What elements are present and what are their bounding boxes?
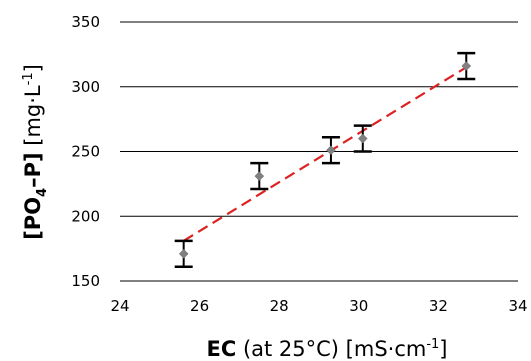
trendline [183, 66, 467, 242]
x-tick-28: 28 [270, 297, 289, 315]
x-tick-34: 34 [508, 297, 527, 315]
y-axis-label-bold2: –P] [21, 152, 45, 188]
y-tick-200: 200 [71, 207, 100, 225]
errorbars-group [174, 51, 476, 269]
x-axis-label: EC (at 25°C) [mS·cm-1] [207, 337, 448, 361]
y-tick-labels: 150 200 250 300 350 [71, 13, 100, 290]
y-tick-350: 350 [71, 13, 100, 31]
y-axis-label: [PO4–P] [mg·L-1] [21, 64, 50, 240]
y-tick-250: 250 [71, 143, 100, 161]
data-point-4 [357, 133, 368, 144]
x-tick-32: 32 [429, 297, 448, 315]
y-tick-150: 150 [71, 272, 100, 290]
data-point-3 [326, 145, 336, 156]
x-tick-labels: 24 26 28 30 32 34 [110, 297, 527, 315]
x-tick-26: 26 [190, 297, 209, 315]
data-point-2 [254, 171, 265, 181]
x-tick-24: 24 [110, 297, 129, 315]
gridlines [120, 21, 518, 282]
y-axis-label-text: [mg·L [21, 85, 45, 152]
points-group [178, 61, 472, 259]
y-axis-label-close: ] [21, 64, 45, 72]
data-point-5 [461, 61, 472, 71]
trendline-group [183, 66, 467, 242]
y-axis-label-bold: [PO [21, 197, 45, 240]
x-axis-label-text: (at 25°C) [mS·cm [236, 337, 426, 361]
y-axis-label-sub: 4 [35, 188, 50, 197]
y-tick-300: 300 [71, 78, 100, 96]
x-tick-30: 30 [349, 297, 368, 315]
x-axis-label-sup: -1 [426, 337, 439, 352]
x-axis-label-close: ] [439, 337, 447, 361]
x-axis-label-bold: EC [207, 337, 237, 361]
y-axis-label-sup: -1 [21, 72, 36, 85]
data-point-1 [178, 248, 189, 259]
